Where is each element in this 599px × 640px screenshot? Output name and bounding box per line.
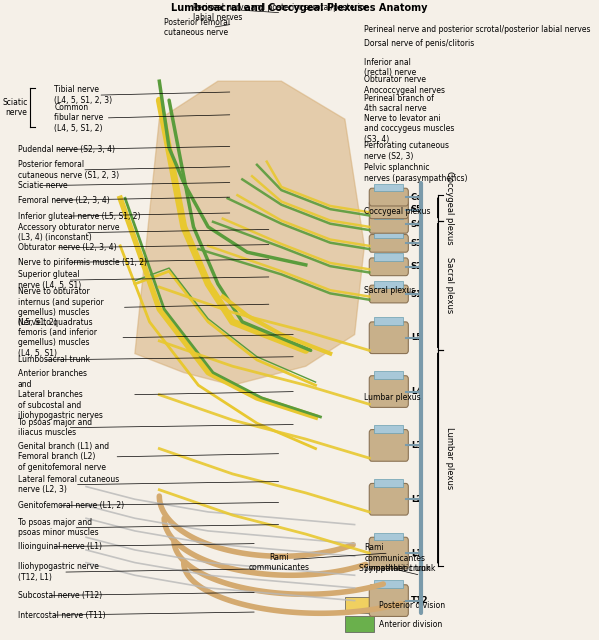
FancyBboxPatch shape — [369, 285, 409, 303]
Text: Anterior branches
and
Lateral branches
of subcostal and
iliohypogastric nerves: Anterior branches and Lateral branches o… — [18, 369, 102, 420]
Text: Genital branch (L1) and
Femoral branch (L2)
of genitofemoral nerve: Genital branch (L1) and Femoral branch (… — [18, 442, 109, 472]
Text: Nerve to piriformis muscle (S1, 2): Nerve to piriformis muscle (S1, 2) — [18, 258, 147, 267]
FancyBboxPatch shape — [374, 425, 404, 433]
Text: Lumbosacral and Coccygeal Plexuses Anatomy: Lumbosacral and Coccygeal Plexuses Anato… — [171, 3, 428, 13]
Text: To psoas major and
iliacus muscles: To psoas major and iliacus muscles — [18, 418, 92, 437]
Text: Accessory obturator nerve
(L3, 4) (inconstant): Accessory obturator nerve (L3, 4) (incon… — [18, 223, 119, 243]
Text: Posterior division: Posterior division — [379, 601, 445, 610]
FancyBboxPatch shape — [374, 479, 404, 486]
Text: Sacral plexus: Sacral plexus — [364, 285, 416, 295]
FancyBboxPatch shape — [345, 597, 374, 613]
Text: Perineal branch of
4th sacral nerve: Perineal branch of 4th sacral nerve — [364, 93, 434, 113]
FancyBboxPatch shape — [374, 211, 404, 219]
Text: Lateral femoral cutaneous
nerve (L2, 3): Lateral femoral cutaneous nerve (L2, 3) — [18, 475, 119, 494]
FancyBboxPatch shape — [369, 258, 409, 276]
Polygon shape — [135, 81, 364, 385]
Text: Lumbar plexus: Lumbar plexus — [445, 427, 454, 489]
Text: Sciatic
nerve: Sciatic nerve — [2, 98, 28, 118]
FancyBboxPatch shape — [369, 376, 409, 408]
Text: Co: Co — [411, 193, 423, 202]
FancyBboxPatch shape — [369, 322, 409, 353]
FancyBboxPatch shape — [374, 281, 404, 289]
Text: To psoas major and
psoas minor muscles: To psoas major and psoas minor muscles — [18, 518, 98, 538]
Text: Femoral nerve (L2, 3, 4): Femoral nerve (L2, 3, 4) — [18, 196, 110, 205]
FancyBboxPatch shape — [374, 253, 404, 261]
FancyBboxPatch shape — [374, 184, 404, 191]
Text: L5: L5 — [411, 333, 422, 342]
Text: Pelvic splanchnic
nerves (parasympathetics): Pelvic splanchnic nerves (parasympatheti… — [364, 163, 468, 183]
Text: Genitofemoral nerve (L1, 2): Genitofemoral nerve (L1, 2) — [18, 501, 124, 510]
FancyBboxPatch shape — [369, 483, 409, 515]
Text: S3: S3 — [411, 239, 422, 248]
FancyBboxPatch shape — [374, 317, 404, 325]
Text: L4: L4 — [411, 387, 422, 396]
Text: Obturator nerve: Obturator nerve — [364, 76, 426, 84]
Text: Perforating cutaneous
nerve (S2, 3): Perforating cutaneous nerve (S2, 3) — [364, 141, 449, 161]
FancyBboxPatch shape — [369, 234, 409, 252]
FancyBboxPatch shape — [369, 585, 409, 616]
Text: Lumbosacral trunk: Lumbosacral trunk — [18, 355, 90, 364]
Text: Subcostal nerve (T12): Subcostal nerve (T12) — [18, 591, 102, 600]
Text: Nerve to obturator
internus (and superior
gemellus) muscles
(L5, S1, 2): Nerve to obturator internus (and superio… — [18, 287, 104, 328]
FancyBboxPatch shape — [374, 533, 404, 540]
Text: L3: L3 — [411, 441, 422, 450]
Text: Sacral plexus: Sacral plexus — [445, 257, 454, 314]
Text: Nerve to quadratus
femoris (and inferior
gemellus) muscles
(L4, 5, S1): Nerve to quadratus femoris (and inferior… — [18, 317, 96, 358]
Text: Ilioinguinal nerve (L1): Ilioinguinal nerve (L1) — [18, 542, 102, 551]
FancyBboxPatch shape — [369, 201, 409, 219]
Text: Rami
communicantes: Rami communicantes — [364, 543, 425, 563]
Text: Intercostal nerve (T11): Intercostal nerve (T11) — [18, 611, 105, 620]
FancyBboxPatch shape — [369, 429, 409, 461]
FancyBboxPatch shape — [374, 580, 404, 588]
Text: L2: L2 — [411, 495, 422, 504]
FancyBboxPatch shape — [374, 196, 404, 204]
Text: Pudendal nerve (S2, 3, 4): Pudendal nerve (S2, 3, 4) — [18, 145, 115, 154]
Text: T12: T12 — [411, 596, 428, 605]
Text: Tibial nerve
(L4, 5, S1, 2, 3): Tibial nerve (L4, 5, S1, 2, 3) — [55, 85, 113, 105]
Text: Inferior gluteal nerve (L5, S1, 2): Inferior gluteal nerve (L5, S1, 2) — [18, 212, 140, 221]
FancyBboxPatch shape — [345, 616, 374, 632]
Text: Coccygeal plexus: Coccygeal plexus — [445, 171, 454, 244]
Text: Nerve to levator ani
and coccygeus muscles
(S3, 4): Nerve to levator ani and coccygeus muscl… — [364, 114, 455, 143]
Text: Coccygeal plexus: Coccygeal plexus — [364, 207, 431, 216]
Text: Perineal nerve and posterior scrotal/posterior labial nerves: Perineal nerve and posterior scrotal/pos… — [364, 25, 591, 34]
Text: Superior gluteal
nerve (L4, 5, S1): Superior gluteal nerve (L4, 5, S1) — [18, 270, 81, 290]
Text: Posterior femoral
cutaneous nerve (S1, 2, 3): Posterior femoral cutaneous nerve (S1, 2… — [18, 160, 119, 180]
Text: Lumbar plexus: Lumbar plexus — [364, 394, 421, 403]
Text: Common
fibular nerve
(L4, 5, S1, 2): Common fibular nerve (L4, 5, S1, 2) — [55, 103, 104, 133]
FancyBboxPatch shape — [374, 371, 404, 379]
Text: S4: S4 — [411, 220, 423, 229]
Text: Sympathetic trunk: Sympathetic trunk — [364, 564, 435, 573]
Text: S1: S1 — [411, 289, 423, 298]
Text: Dorsal nerve of penis/clitoris: Dorsal nerve of penis/clitoris — [364, 38, 474, 48]
Text: Anococcygeal nerves: Anococcygeal nerves — [364, 86, 446, 95]
Text: Obturator nerve (L2, 3, 4): Obturator nerve (L2, 3, 4) — [18, 243, 116, 252]
FancyBboxPatch shape — [374, 230, 404, 237]
Text: S2: S2 — [411, 262, 423, 271]
Text: Sympathetic trunk: Sympathetic trunk — [359, 564, 431, 573]
FancyBboxPatch shape — [369, 188, 409, 206]
Text: Inferior anal
(rectal) nerve: Inferior anal (rectal) nerve — [364, 58, 417, 77]
Text: Posterior femoral
cutaneous nerve: Posterior femoral cutaneous nerve — [164, 18, 231, 37]
Text: L1: L1 — [411, 548, 422, 557]
Text: Perineal nerve and posterior scrotal/posterior
labial nerves: Perineal nerve and posterior scrotal/pos… — [193, 3, 368, 22]
FancyBboxPatch shape — [369, 537, 409, 569]
Text: Rami
communicantes: Rami communicantes — [249, 553, 310, 572]
FancyBboxPatch shape — [369, 216, 409, 233]
Text: Iliohypogastric nerve
(T12, L1): Iliohypogastric nerve (T12, L1) — [18, 563, 99, 582]
Text: Sciatic nerve: Sciatic nerve — [18, 181, 67, 190]
Text: Anterior division: Anterior division — [379, 620, 442, 629]
Text: S5: S5 — [411, 205, 423, 214]
